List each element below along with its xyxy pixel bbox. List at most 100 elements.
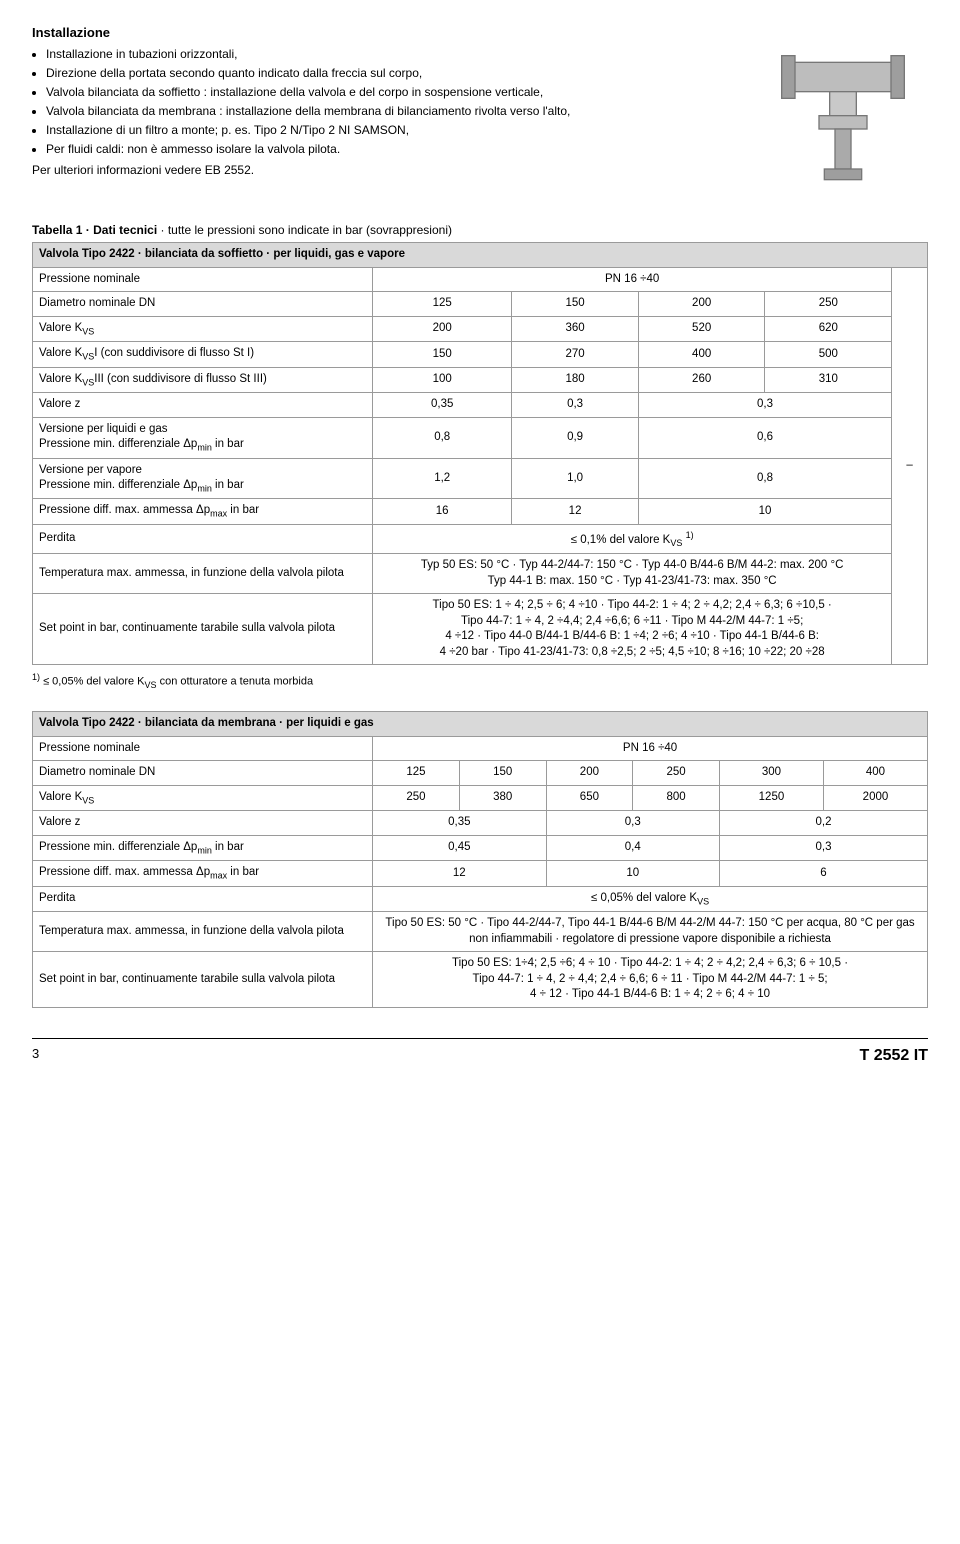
t2-setp-val: Tipo 50 ES: 1÷4; 2,5 ÷6; 4 ÷ 10 · Tipo 4… xyxy=(373,952,928,1008)
c: 0,8 xyxy=(373,417,512,458)
intro-footer: Per ulteriori informazioni vedere EB 255… xyxy=(32,162,742,178)
t1-kvsI-label: Valore KVSI (con suddivisore di flusso S… xyxy=(33,342,373,367)
c: 0,8 xyxy=(638,458,891,499)
c: 1,2 xyxy=(373,458,512,499)
t1-footnote: 1) ≤ 0,05% del valore KVS con otturatore… xyxy=(32,671,928,691)
c: 520 xyxy=(638,316,765,341)
c: 260 xyxy=(638,367,765,392)
c: 270 xyxy=(512,342,639,367)
t1-setp-val: Tipo 50 ES: 1 ÷ 4; 2,5 ÷ 6; 4 ÷10 · Tipo… xyxy=(373,594,892,665)
c: 360 xyxy=(512,316,639,341)
c: 0,2 xyxy=(719,811,927,836)
c: 500 xyxy=(765,342,892,367)
c: 0,45 xyxy=(373,835,546,860)
t1-subtitle: Valvola Tipo 2422 · bilanciata da soffie… xyxy=(33,243,928,268)
t2-setp-label: Set point in bar, continuamente tarabile… xyxy=(33,952,373,1008)
doc-code: T 2552 IT xyxy=(860,1045,928,1067)
c: 1250 xyxy=(719,785,823,810)
t2-dn-label: Diametro nominale DN xyxy=(33,761,373,786)
intro-text: Installazione Installazione in tubazioni… xyxy=(32,24,742,194)
c: 0,4 xyxy=(546,835,719,860)
c: 400 xyxy=(823,761,927,786)
c: 310 xyxy=(765,367,892,392)
t2-perdita-label: Perdita xyxy=(33,886,373,911)
c: 620 xyxy=(765,316,892,341)
t1-prefix: Tabella 1 · xyxy=(32,223,93,237)
t2-pmin-label: Pressione min. differenziale Δpmin in ba… xyxy=(33,835,373,860)
c: 12 xyxy=(373,861,546,886)
t1-pn-label: Pressione nominale xyxy=(33,267,373,292)
intro-item: Installazione di un filtro a monte; p. e… xyxy=(46,122,742,138)
t2-pn-val: PN 16 ÷40 xyxy=(373,736,928,761)
t2-tmax-val: Tipo 50 ES: 50 °C · Tipo 44-2/44-7, Tipo… xyxy=(373,912,928,952)
t2-pmax-label: Pressione diff. max. ammessa Δpmax in ba… xyxy=(33,861,373,886)
c: 100 xyxy=(373,367,512,392)
t1-tmax-label: Temperatura max. ammessa, in funzione de… xyxy=(33,554,373,594)
page-footer: 3 T 2552 IT xyxy=(32,1038,928,1067)
t1-perdita-label: Perdita xyxy=(33,524,373,553)
c: 400 xyxy=(638,342,765,367)
c: 180 xyxy=(512,367,639,392)
c: 0,3 xyxy=(638,393,891,418)
valve-icon xyxy=(763,29,923,189)
c: 10 xyxy=(546,861,719,886)
c: 150 xyxy=(373,342,512,367)
intro-item: Valvola bilanciata da membrana : install… xyxy=(46,103,742,119)
c: 0,35 xyxy=(373,811,546,836)
c: 2000 xyxy=(823,785,927,810)
c: 300 xyxy=(719,761,823,786)
t1-pmax-label: Pressione diff. max. ammessa Δpmax in ba… xyxy=(33,499,373,524)
t1-z-label: Valore z xyxy=(33,393,373,418)
intro-item: Installazione in tubazioni orizzontali, xyxy=(46,46,742,62)
c: 0,3 xyxy=(512,393,639,418)
c: 650 xyxy=(546,785,633,810)
c: 250 xyxy=(633,761,720,786)
c: 125 xyxy=(373,761,460,786)
t1-tmax-val: Typ 50 ES: 50 °C · Typ 44-2/44-7: 150 °C… xyxy=(373,554,892,594)
c: 250 xyxy=(373,785,460,810)
c: 1,0 xyxy=(512,458,639,499)
t2-subtitle: Valvola Tipo 2422 · bilanciata da membra… xyxy=(33,712,928,737)
table2: Valvola Tipo 2422 · bilanciata da membra… xyxy=(32,711,928,1007)
t2-tmax-label: Temperatura max. ammessa, in funzione de… xyxy=(33,912,373,952)
t1-vap-label: Versione per vapore Pressione min. diffe… xyxy=(33,458,373,499)
intro-item: Valvola bilanciata da soffietto : instal… xyxy=(46,84,742,100)
c: 200 xyxy=(373,316,512,341)
c: 0,3 xyxy=(546,811,719,836)
intro-list: Installazione in tubazioni orizzontali, … xyxy=(32,46,742,158)
intro-heading: Installazione xyxy=(32,24,742,42)
page-number: 3 xyxy=(32,1045,39,1067)
t1-rest: · tutte le pressioni sono indicate in ba… xyxy=(157,223,452,237)
c: 150 xyxy=(459,761,546,786)
t1-dn0: 125 xyxy=(373,292,512,317)
t1-dn-label: Diametro nominale DN xyxy=(33,292,373,317)
t2-perdita-val: ≤ 0,05% del valore KVS xyxy=(373,886,928,911)
c: 16 xyxy=(373,499,512,524)
product-image xyxy=(758,24,928,194)
c: 0,3 xyxy=(719,835,927,860)
t1-setp-label: Set point in bar, continuamente tarabile… xyxy=(33,594,373,665)
c: 6 xyxy=(719,861,927,886)
t1-dn1: 150 xyxy=(512,292,639,317)
t1-bold: Dati tecnici xyxy=(93,223,157,237)
c: 380 xyxy=(459,785,546,810)
intro-item: Direzione della portata secondo quanto i… xyxy=(46,65,742,81)
t1-liq-label: Versione per liquidi e gas Pressione min… xyxy=(33,417,373,458)
c: 0,35 xyxy=(373,393,512,418)
t1-kvs-label: Valore KVS xyxy=(33,316,373,341)
table1-title: Tabella 1 · Dati tecnici · tutte le pres… xyxy=(32,222,928,238)
c: 12 xyxy=(512,499,639,524)
t2-kvs-label: Valore KVS xyxy=(33,785,373,810)
t1-perdita-val: ≤ 0,1% del valore KVS 1) xyxy=(373,524,892,553)
t2-pn-label: Pressione nominale xyxy=(33,736,373,761)
c: 800 xyxy=(633,785,720,810)
t1-kvsIII-label: Valore KVSIII (con suddivisore di flusso… xyxy=(33,367,373,392)
c: 0,9 xyxy=(512,417,639,458)
t1-dash: – xyxy=(892,267,928,665)
t1-dn2: 200 xyxy=(638,292,765,317)
table1: Valvola Tipo 2422 · bilanciata da soffie… xyxy=(32,242,928,665)
t2-z-label: Valore z xyxy=(33,811,373,836)
t1-pn-val: PN 16 ÷40 xyxy=(373,267,892,292)
c: 10 xyxy=(638,499,891,524)
intro-section: Installazione Installazione in tubazioni… xyxy=(32,24,928,194)
